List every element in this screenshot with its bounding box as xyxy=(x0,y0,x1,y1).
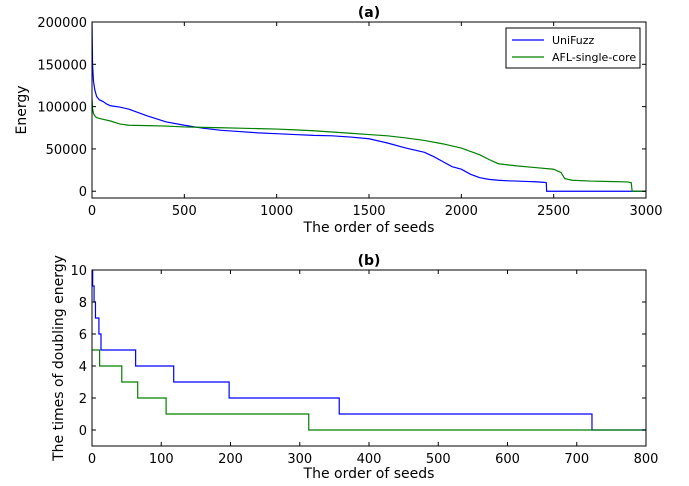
y-axis-label-b: The times of doubling energy xyxy=(51,255,67,462)
chart-title-a: (a) xyxy=(358,5,380,21)
y-tick-label: 150000 xyxy=(37,58,87,73)
panel-b-doubling-chart: 0 100 200 300 400 500 600 700 800 0 2 4 6 8 10 (b) The o… xyxy=(51,253,658,482)
series-line-b-1 xyxy=(92,349,646,431)
legend-label-0: UniFuzz xyxy=(552,34,595,47)
legend: UniFuzz AFL-single-core xyxy=(505,27,641,69)
y-tick-label: 8 xyxy=(79,296,87,311)
y-tick-label: 4 xyxy=(79,360,87,375)
y-tick-label: 2 xyxy=(79,392,87,407)
x-tick-label: 700 xyxy=(564,452,589,467)
x-tick-label: 100 xyxy=(149,452,174,467)
y-tick-label: 0 xyxy=(79,424,87,439)
y-tick-label: 10 xyxy=(70,264,87,279)
x-tick-label: 1000 xyxy=(260,204,293,219)
x-tick-label: 500 xyxy=(172,204,197,219)
x-tick-label: 0 xyxy=(88,452,96,467)
legend-label-1: AFL-single-core xyxy=(552,51,636,64)
y-tick-label: 6 xyxy=(79,328,87,343)
x-tick-label: 2000 xyxy=(445,204,478,219)
chart-title-b: (b) xyxy=(358,253,381,269)
y-tick-label: 100000 xyxy=(37,101,87,116)
x-tick-label: 600 xyxy=(495,452,520,467)
x-tick-label: 400 xyxy=(357,452,382,467)
x-tick-label: 300 xyxy=(287,452,312,467)
y-tick-label: 200000 xyxy=(37,16,87,31)
y-tick-label: 50000 xyxy=(46,143,87,158)
panel-a-energy-chart: 0 500 1000 1500 2000 2500 3000 0 50000 100000 1500… xyxy=(14,5,663,236)
series-line-b-0 xyxy=(92,270,646,431)
axes-frame-b xyxy=(91,269,647,447)
x-tick-label: 200 xyxy=(218,452,243,467)
series-line-a-1 xyxy=(92,98,646,192)
x-axis-label-a: The order of seeds xyxy=(303,220,435,236)
y-axis-label-a: Energy xyxy=(14,85,30,134)
x-tick-label: 500 xyxy=(426,452,451,467)
legend-box xyxy=(505,27,641,69)
x-tick-label: 2500 xyxy=(537,204,570,219)
x-tick-label: 1500 xyxy=(352,204,385,219)
series-line-a-0 xyxy=(92,22,646,192)
x-axis-label-b: The order of seeds xyxy=(303,466,435,482)
x-tick-label: 0 xyxy=(88,204,96,219)
x-tick-label: 800 xyxy=(634,452,659,467)
x-tick-label: 3000 xyxy=(629,204,662,219)
y-tick-label: 0 xyxy=(79,185,87,200)
